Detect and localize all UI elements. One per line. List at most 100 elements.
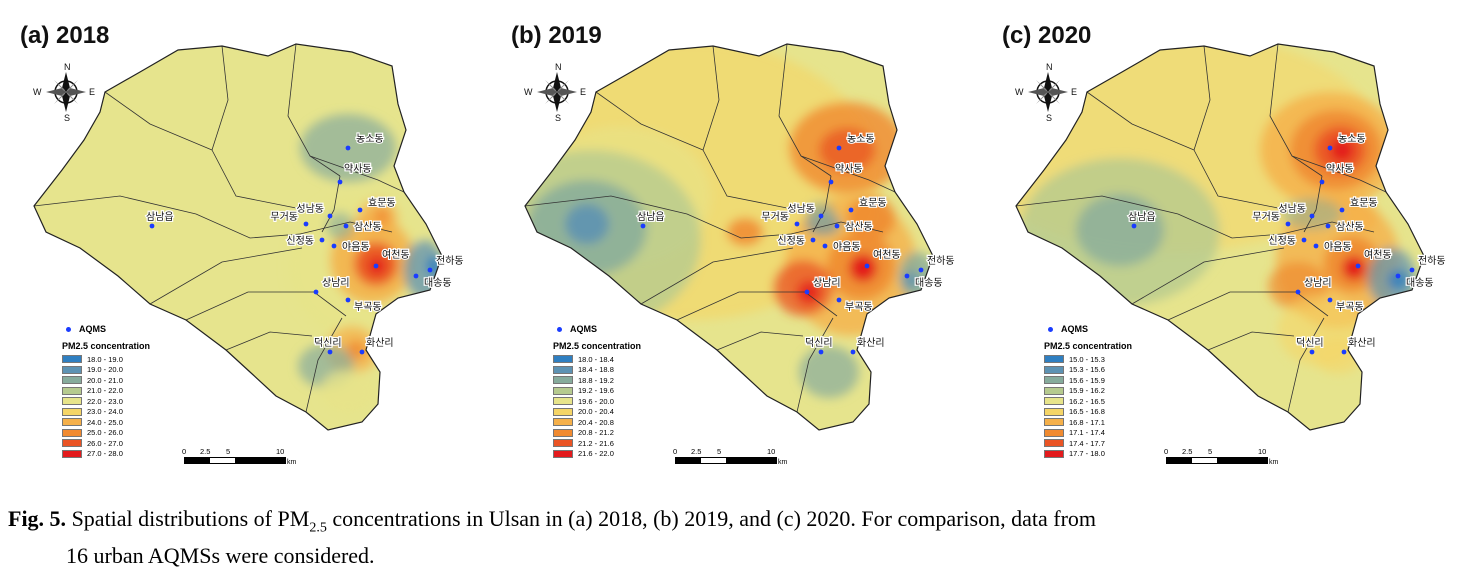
- legend-row: 18.8 - 19.2: [553, 375, 641, 386]
- legend-bin-label: 20.8 - 21.2: [578, 428, 614, 438]
- legend-aqms-label: AQMS: [570, 324, 597, 334]
- scale-segment: [185, 458, 210, 463]
- station-label: 상남리: [322, 277, 350, 289]
- station-label: 효문동: [368, 197, 396, 209]
- district-boundary: [800, 155, 896, 193]
- station-label: 효문동: [859, 197, 887, 209]
- legend-swatch: [1044, 397, 1064, 406]
- scale-tick-label: 0: [182, 447, 187, 456]
- aqms-station-dot: [850, 349, 856, 355]
- legend-row: 21.2 - 21.6: [553, 438, 641, 449]
- legend-row: 17.4 - 17.7: [1044, 438, 1132, 449]
- scale-segment: [701, 458, 726, 463]
- aqms-station-dot: [357, 207, 363, 213]
- legend-title: PM2.5 concentration: [553, 341, 642, 351]
- concentration-contour: [326, 212, 354, 240]
- concentration-contour: [727, 218, 763, 246]
- legend-swatch: [553, 418, 573, 427]
- legend-title: PM2.5 concentration: [62, 341, 151, 351]
- district-boundary: [225, 331, 313, 351]
- legend-swatch: [553, 449, 573, 458]
- legend-swatch: [553, 355, 573, 364]
- scale-bar: 0 2.5 5 10 km: [182, 447, 296, 466]
- aqms-station-dot: [1131, 223, 1137, 229]
- district-boundary: [1281, 221, 1375, 235]
- legend-row: 19.6 - 20.0: [553, 396, 641, 407]
- station-label: 전하동: [436, 254, 464, 267]
- aqms-station-dot: [427, 267, 433, 273]
- legend-bin-label: 18.4 - 18.8: [578, 365, 614, 375]
- legend-bin-label: 21.6 - 22.0: [578, 449, 614, 459]
- station-label: 부곡동: [1336, 301, 1364, 313]
- legend-swatch: [1044, 439, 1064, 448]
- legend-row: 23.0 - 24.0: [62, 407, 150, 418]
- compass-rose: N S E W: [524, 62, 586, 123]
- district-boundary: [790, 221, 884, 235]
- legend-title: PM2.5 concentration: [1044, 341, 1133, 351]
- concentration-contour: [1342, 200, 1378, 232]
- scale-tick-label: 5: [717, 447, 722, 456]
- aqms-station-dot: [327, 213, 333, 219]
- legend-row: 18.4 - 18.8: [553, 365, 641, 376]
- station-label: 약사동: [1326, 163, 1354, 175]
- legend-bin-label: 16.8 - 17.1: [1069, 417, 1105, 427]
- concentration-contour: [320, 370, 376, 414]
- station-label: 야음동: [833, 241, 861, 253]
- station-label: 무거동: [1252, 211, 1280, 223]
- district-boundary: [33, 195, 301, 239]
- aqms-station-dot: [836, 297, 842, 303]
- station-label: 신정동: [1268, 235, 1296, 247]
- legend-swatch: [1044, 418, 1064, 427]
- legend-aqms-label: AQMS: [79, 324, 106, 334]
- scale-unit: km: [287, 459, 297, 466]
- legend-row: 20.8 - 21.2: [553, 428, 641, 439]
- legend-bin-label: 16.2 - 16.5: [1069, 396, 1105, 406]
- district-boundary: [321, 175, 341, 233]
- legend-swatch: [1044, 365, 1064, 374]
- aqms-station-dot: [1327, 145, 1333, 151]
- district-boundary: [309, 155, 405, 193]
- aqms-station-dot: [1309, 213, 1315, 219]
- legend-bin-label: 20.4 - 20.8: [578, 417, 614, 427]
- station-label: 대송동: [1406, 277, 1434, 289]
- legend-bin-label: 15.0 - 15.3: [1069, 354, 1105, 364]
- aqms-station-dot: [640, 223, 646, 229]
- station-label: 여천동: [873, 249, 901, 261]
- panel-title: (a) 2018: [20, 22, 110, 49]
- aqms-station-dot: [794, 221, 800, 227]
- legend-aqms-label: AQMS: [1061, 324, 1088, 334]
- aqms-station-dot: [822, 243, 828, 249]
- legend-swatch: [553, 407, 573, 416]
- district-boundary: [1303, 175, 1323, 233]
- scale-segment: [210, 458, 235, 463]
- legend-swatch: [62, 386, 82, 395]
- station-label: 삼산동: [1336, 221, 1364, 233]
- legend-swatch: [553, 428, 573, 437]
- legend-row: 16.8 - 17.1: [1044, 417, 1132, 428]
- scale-bar-segments: [1166, 457, 1268, 464]
- aqms-dot-icon: [557, 326, 562, 332]
- station-label: 전하동: [927, 254, 955, 267]
- station-label: 농소동: [847, 133, 875, 145]
- region-outline: [33, 43, 443, 431]
- station-label: 삼산동: [354, 221, 382, 233]
- legend-bin-label: 22.0 - 23.0: [87, 396, 123, 406]
- legend-row: 22.0 - 23.0: [62, 396, 150, 407]
- caption-fig-label: Fig. 5.: [8, 506, 67, 531]
- legend-row: 26.0 - 27.0: [62, 438, 150, 449]
- legend-bin-label: 23.0 - 24.0: [87, 407, 123, 417]
- legend-swatch: [553, 386, 573, 395]
- concentration-contour: [346, 340, 366, 360]
- station-label: 신정동: [286, 235, 314, 247]
- station-label: 신정동: [777, 235, 805, 247]
- district-boundary: [149, 247, 303, 305]
- aqms-station-dot: [904, 273, 910, 279]
- district-boundary: [1269, 43, 1323, 177]
- compass-w-label: W: [33, 87, 42, 97]
- station-label: 무거동: [270, 211, 298, 223]
- compass-s-label: S: [64, 113, 70, 123]
- district-boundary: [1287, 317, 1325, 413]
- district-boundary: [287, 43, 341, 177]
- legend-swatch: [62, 428, 82, 437]
